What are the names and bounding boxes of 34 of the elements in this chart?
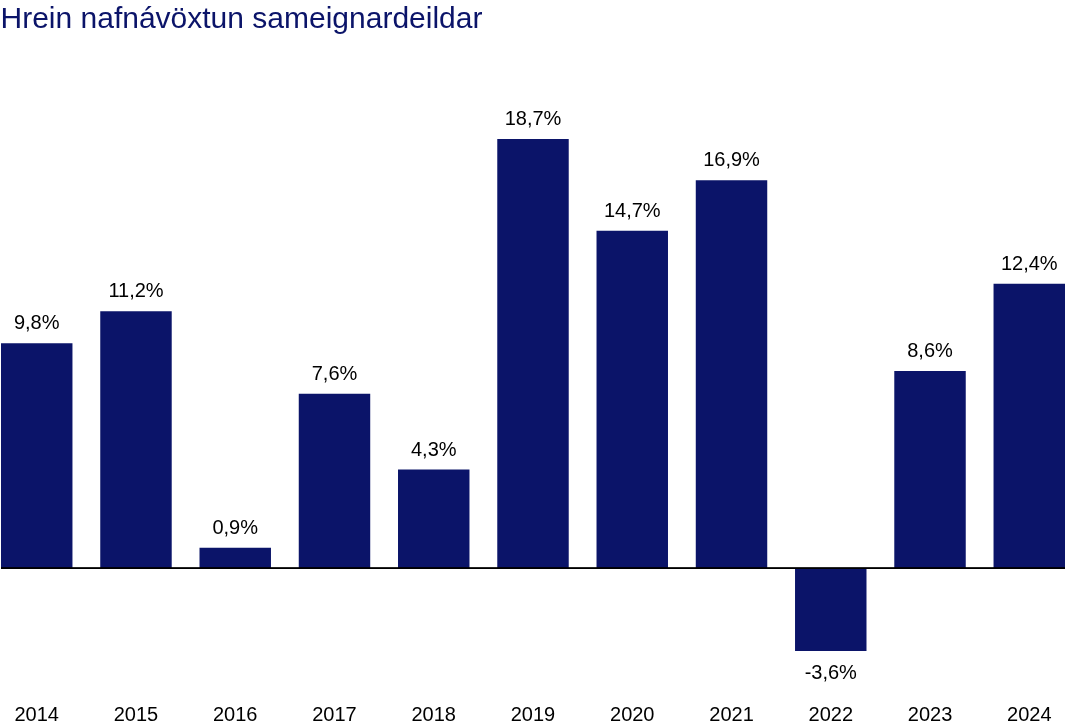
x-tick-label: 2016 — [212, 702, 258, 725]
data-label: 7,6% — [311, 361, 358, 384]
bar — [398, 469, 470, 569]
x-tick-label: 2014 — [14, 702, 59, 725]
x-tick-label: 2018 — [411, 702, 456, 725]
chart-title: Hrein nafnávöxtun sameignardeildar — [0, 1, 483, 34]
data-label: 11,2% — [108, 279, 164, 302]
data-label: 4,3% — [410, 437, 457, 460]
data-label: 14,7% — [603, 198, 661, 221]
bar — [596, 230, 668, 569]
data-label: 9,8% — [13, 311, 60, 334]
bar — [199, 547, 271, 569]
x-tick-label: 2019 — [510, 702, 556, 725]
x-tick-label: 2023 — [907, 702, 953, 725]
data-label: 8,6% — [907, 338, 954, 361]
bar — [993, 283, 1065, 569]
x-tick-label: 2015 — [113, 702, 159, 725]
data-label: -3,6% — [804, 661, 858, 683]
bar — [894, 370, 966, 569]
data-label: 16,9% — [703, 148, 761, 171]
bar — [100, 311, 172, 569]
bar — [298, 393, 371, 569]
bar — [497, 139, 569, 569]
bar — [1, 343, 73, 569]
data-label: 18,7% — [504, 107, 562, 129]
data-label: 0,9% — [212, 515, 259, 538]
x-tick-label: 2021 — [709, 702, 754, 725]
bar — [795, 568, 867, 651]
x-tick-label: 2017 — [312, 702, 357, 725]
x-tick-label: 2024 — [1007, 702, 1052, 725]
bar — [695, 180, 768, 569]
x-tick-label: 2022 — [808, 702, 854, 725]
data-label: 12,4% — [1000, 251, 1058, 274]
x-tick-label: 2020 — [610, 702, 655, 725]
